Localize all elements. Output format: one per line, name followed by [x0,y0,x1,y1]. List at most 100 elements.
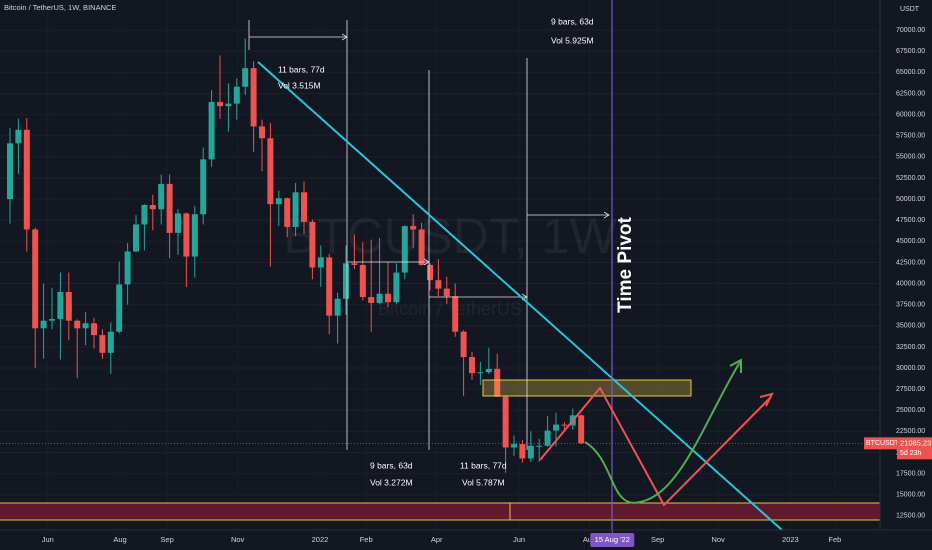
candle-body [107,331,114,353]
y-tick-label: 67500.00 [896,48,925,55]
y-tick-label: 12500.00 [896,513,925,520]
candle-body [301,192,307,222]
candle-body [578,415,585,444]
candle-body [99,335,106,353]
resistance-box [482,379,692,397]
y-tick-label: 55000.00 [896,154,925,161]
candle-body [15,129,22,144]
candle-body [401,226,408,273]
candle-body [191,214,198,257]
candle-body [435,280,442,289]
candle-body [208,101,215,160]
candle-body [502,396,509,448]
axes: 12500.0015000.0017500.0020000.0022500.00… [0,27,932,547]
candle-body [427,264,433,281]
candle-body [393,272,400,303]
x-tick-label: 2023 [782,535,799,544]
y-tick-label: 47500.00 [896,217,925,224]
candle-body [418,229,425,265]
currency: USDT [900,6,920,13]
candle-body [334,298,341,316]
symbol-tag [864,437,897,450]
candle-body [284,198,291,227]
candle-body [242,68,249,87]
annotation: Vol 3.272M [370,477,413,487]
y-tick-label: 30000.00 [896,365,925,372]
watermark: BTCUSDT, 1W [283,208,617,264]
candle-body [116,284,123,332]
green-arrowhead [729,358,742,373]
candle-body [527,445,534,459]
y-tick-label: 35000.00 [896,323,925,330]
candle-body [343,263,349,299]
candle-body [469,357,475,374]
candle-body [49,319,55,321]
annotation: 11 bars, 77d [460,460,507,470]
candle-body [275,198,282,205]
x-tick-label: Feb [828,535,841,544]
y-tick-label: 57500.00 [896,133,925,140]
y-tick-label: 50000.00 [896,196,925,203]
candle-body [544,430,551,446]
candle-body [485,368,492,373]
pivot-label: 15 Aug '22 [595,535,630,544]
candle-body [175,213,181,233]
y-tick-label: 65000.00 [896,69,925,76]
candle-body [166,183,173,233]
x-tick-label: Aug [583,535,596,544]
annotation: 9 bars, 63d [551,16,594,26]
trendline [257,61,783,531]
candle-body [460,331,467,358]
pivot-tag [590,533,635,547]
candle-body [32,229,39,329]
x-tick-label: Sep [651,535,664,544]
red-arrowhead [759,392,774,407]
y-tick-label: 37500.00 [896,302,925,309]
y-tick-label: 45000.00 [896,238,925,245]
candle-body [65,292,72,321]
candle-body [385,293,391,303]
y-tick-label: 60000.00 [896,111,925,118]
candle-body [183,213,190,257]
candle-body [259,126,265,139]
symbol-label: BTCUSDT [866,440,900,447]
candle-body [82,323,89,329]
y-tick-label: 25000.00 [896,407,925,414]
candle-body [326,257,333,316]
candle-body [23,129,30,230]
x-tick-label: Aug [113,535,126,544]
candle-body [91,323,97,336]
y-tick-label: 32500.00 [896,344,925,351]
candle-body [410,226,417,230]
candle-body [158,183,165,210]
candle-body [74,320,81,329]
annotation: Vol 5.925M [551,35,594,45]
candle-body [141,204,148,225]
candle-body [233,86,240,104]
annotation: 11 bars, 77d [278,64,325,74]
x-tick-label: Nov [711,535,725,544]
x-tick-label: Jun [42,535,54,544]
candle-body [7,143,13,200]
candle-body [511,444,517,448]
y-tick-label: 17500.00 [896,470,925,477]
candle-body [124,251,131,285]
candle-body [561,424,568,426]
candle-body [149,204,156,210]
candle-body [225,103,232,107]
annotation: Vol 3.515M [278,80,321,90]
y-tick-label: 62500.00 [896,90,925,97]
time-pivot-label: Time Pivot [615,216,636,312]
measure-lines [248,20,610,450]
y-tick-label: 70000.00 [896,27,925,34]
y-tick-label: 22500.00 [896,428,925,435]
candle-body [292,192,299,227]
last-price-label: 21085.23 [900,438,931,447]
candle-body [376,293,383,303]
candle-body [477,372,484,374]
candle-body [133,224,139,252]
candle-body [57,292,64,320]
x-tick-label: Apr [431,535,443,544]
price-axis [880,0,932,550]
candle-body [359,264,366,298]
